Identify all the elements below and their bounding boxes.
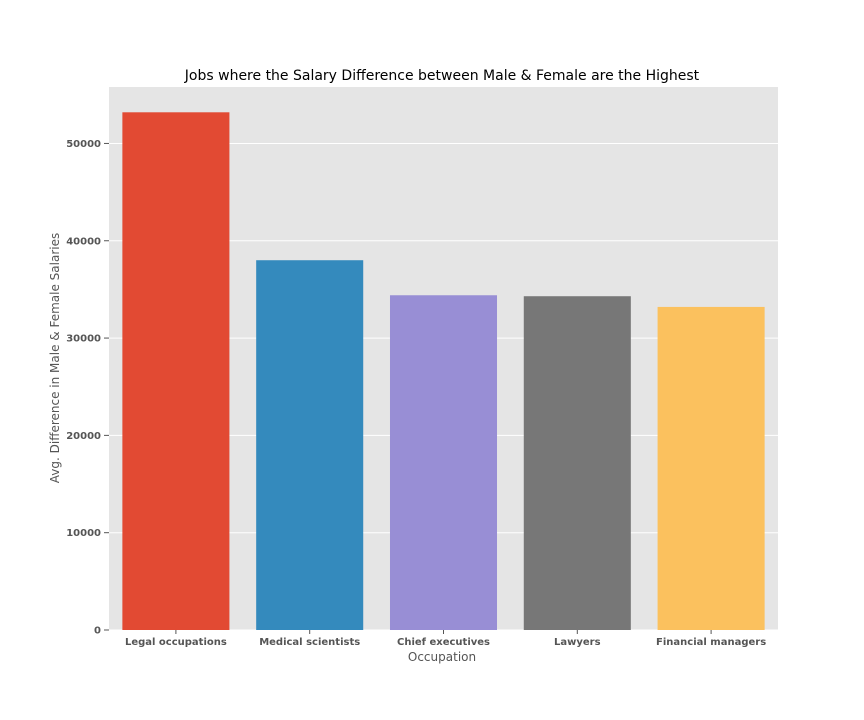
y-tick-label: 40000 xyxy=(66,236,101,247)
x-tick-label: Chief executives xyxy=(397,637,490,648)
y-axis-label: Avg. Difference in Male & Female Salarie… xyxy=(48,233,62,483)
bar-lawyers xyxy=(523,296,631,630)
y-axis-ticks: 0 10000 20000 30000 40000 50000 xyxy=(66,139,109,637)
x-tick-label: Medical scientists xyxy=(259,637,360,648)
bar-legal-occupations xyxy=(122,112,230,630)
x-tick-label: Lawyers xyxy=(554,637,601,648)
y-tick-label: 10000 xyxy=(66,528,101,539)
bar-financial-managers xyxy=(657,306,765,630)
bar-chief-executives xyxy=(389,295,498,630)
y-tick-label: 20000 xyxy=(66,431,101,442)
y-tick-label: 30000 xyxy=(66,334,101,345)
x-axis-label: Occupation xyxy=(408,650,476,664)
x-tick-label: Legal occupations xyxy=(125,637,227,648)
x-tick-label: Financial managers xyxy=(656,637,766,648)
y-tick-label: 50000 xyxy=(66,139,101,150)
bars xyxy=(122,112,765,630)
chart-title: Jobs where the Salary Difference between… xyxy=(184,68,700,84)
bar-medical-scientists xyxy=(256,260,364,630)
y-tick-label: 0 xyxy=(94,626,101,637)
x-axis-ticks: Legal occupations Medical scientists Chief… xyxy=(125,630,766,648)
